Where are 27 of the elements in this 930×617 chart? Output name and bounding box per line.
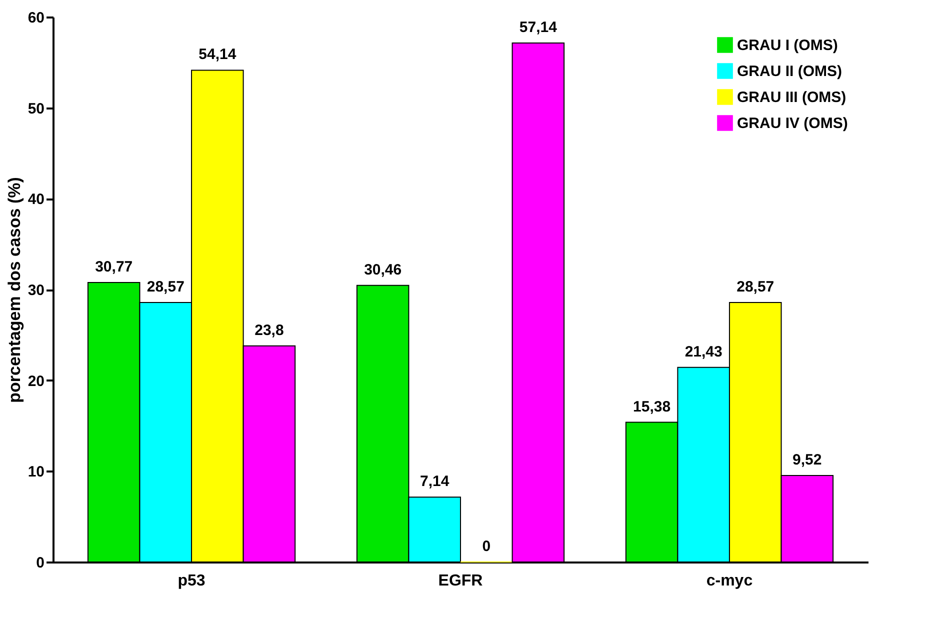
data-label: 54,14 [198, 46, 237, 64]
y-tick-label: 10 [28, 464, 44, 481]
x-tick-label: c-myc [706, 572, 753, 590]
legend-label: GRAU II (OMS) [737, 63, 842, 80]
legend-label: GRAU I (OMS) [737, 37, 838, 54]
legend-label: GRAU IV (OMS) [737, 115, 848, 132]
data-label: 30,46 [364, 261, 402, 278]
data-label: 28,57 [736, 278, 774, 296]
x-tick-label: EGFR [438, 572, 484, 590]
data-label: 9,52 [792, 452, 822, 469]
legend-label: GRAU III (OMS) [737, 89, 846, 106]
data-label: 7,14 [420, 473, 450, 490]
data-label: 57,14 [519, 18, 558, 36]
y-tick-label: 60 [28, 10, 44, 26]
data-label: 15,38 [633, 398, 671, 416]
y-tick-label: 20 [28, 372, 44, 390]
data-label: 21,43 [684, 343, 722, 360]
x-tick-label: p53 [178, 572, 206, 590]
data-label: 28,57 [146, 278, 184, 296]
data-label: 30,77 [95, 258, 133, 276]
y-tick-label: 0 [36, 554, 44, 572]
y-axis-title: porcentagem dos casos (%) [4, 177, 24, 403]
data-label: 23,8 [254, 322, 284, 339]
y-tick-label: 40 [28, 191, 44, 208]
y-tick-label: 50 [28, 100, 44, 118]
data-label: 0 [482, 538, 491, 555]
y-tick-label: 30 [28, 282, 44, 299]
